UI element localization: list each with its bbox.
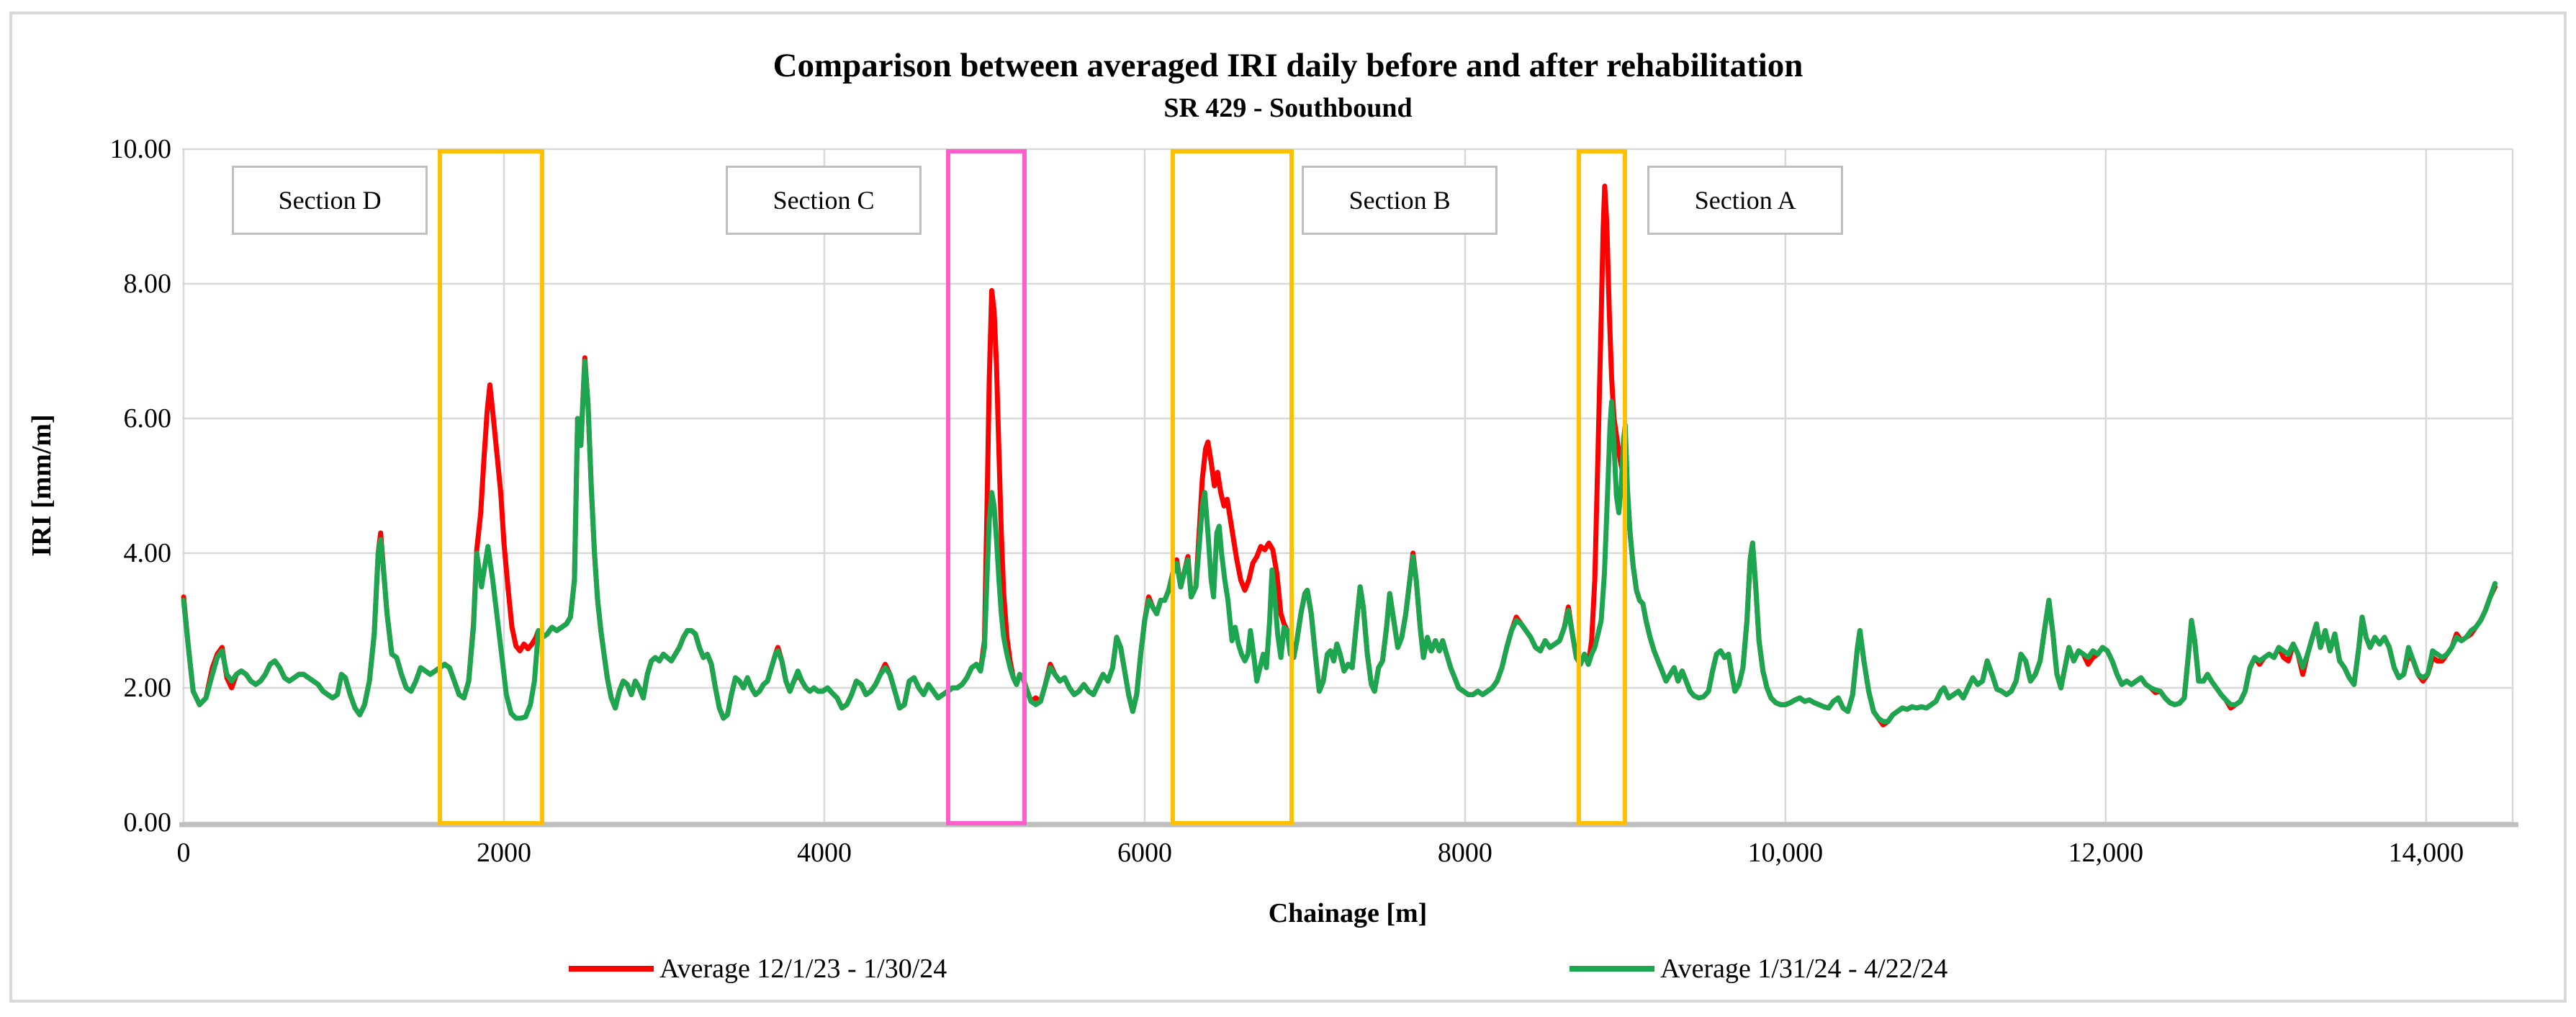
x-axis-title: Chainage [m] (1268, 898, 1428, 928)
y-tick-label: 0.00 (123, 807, 172, 838)
chart-subtitle: SR 429 - Southbound (1163, 93, 1413, 123)
series-line-after-rehab (181, 359, 2498, 725)
y-tick-label: 4.00 (123, 538, 172, 568)
x-tick-label: 10,000 (1747, 838, 1824, 868)
section-label-d: Section D (232, 166, 428, 235)
legend-item-after: Average 1/31/24 - 4/22/24 (1570, 951, 1947, 987)
x-tick-label: 14,000 (2388, 838, 2464, 868)
section-label-a: Section A (1647, 166, 1844, 235)
x-tick-label: 2000 (476, 838, 531, 868)
legend-label-after: Average 1/31/24 - 4/22/24 (1660, 954, 1948, 984)
x-tick-label: 8000 (1437, 838, 1492, 868)
chart-outer-border (9, 12, 2567, 1003)
legend-label-before: Average 12/1/23 - 1/30/24 (659, 954, 947, 984)
legend-item-before: Average 12/1/23 - 1/30/24 (569, 951, 947, 987)
section-d-highlight (438, 149, 545, 825)
section-c-highlight (946, 149, 1027, 825)
section-label-b: Section B (1302, 166, 1498, 235)
section-b-highlight (1171, 149, 1294, 825)
legend-swatch-green (1570, 966, 1654, 972)
chart-title: Comparison between averaged IRI daily be… (773, 47, 1803, 84)
y-tick-label: 2.00 (123, 673, 172, 703)
x-tick-label: 6000 (1117, 838, 1172, 868)
section-a-highlight (1576, 149, 1628, 825)
y-tick-label: 10.00 (109, 134, 172, 164)
section-label-c: Section C (726, 166, 922, 235)
y-tick-label: 8.00 (123, 269, 172, 299)
x-tick-label: 0 (176, 838, 191, 868)
y-tick-label: 6.00 (123, 403, 172, 434)
x-tick-label: 12,000 (2068, 838, 2144, 868)
legend-swatch-red (569, 966, 654, 972)
x-tick-label: 4000 (796, 838, 852, 868)
